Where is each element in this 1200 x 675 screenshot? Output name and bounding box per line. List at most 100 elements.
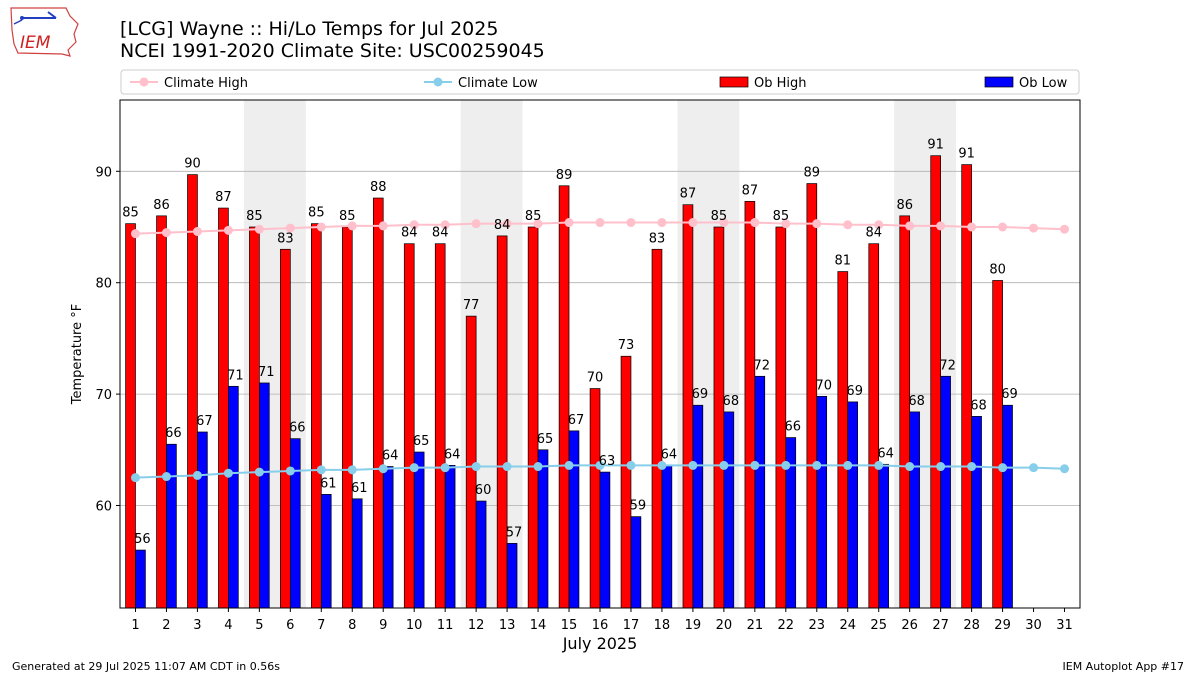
ob-high-label: 86 (896, 198, 913, 213)
climate-high-point (626, 218, 636, 228)
ob-high-bar (837, 271, 849, 609)
climate-high-point (378, 221, 388, 231)
climate-high-point (595, 218, 605, 228)
climate-high-point (998, 222, 1008, 232)
ob-high-label: 83 (649, 231, 666, 246)
legend-box (120, 69, 1080, 95)
climate-low-point (378, 464, 388, 474)
x-tick-label: 11 (437, 618, 454, 633)
x-tick-label: 1 (131, 618, 139, 633)
ob-high-label: 85 (773, 209, 790, 224)
ob-low-label: 67 (196, 414, 213, 429)
ob-low-label: 64 (661, 447, 678, 462)
x-tick-label: 20 (716, 618, 733, 633)
ob-low-bar (1002, 404, 1013, 609)
ob-high-bar (465, 315, 477, 609)
climate-low-point (347, 465, 357, 475)
climate-low-point (285, 466, 295, 476)
ob-low-bar (197, 431, 208, 609)
ob-high-bar (125, 223, 136, 609)
climate-high-point (967, 222, 977, 232)
ob-low-label: 64 (382, 449, 399, 464)
climate-high-point (750, 218, 760, 228)
ob-high-label: 86 (153, 198, 170, 213)
climate-high-point (533, 219, 543, 229)
ob-low-label: 61 (320, 476, 337, 491)
x-tick-label: 31 (1056, 618, 1073, 633)
climate-low-point (812, 460, 822, 470)
ob-low-bar (599, 471, 611, 609)
ob-low-bar (971, 416, 982, 609)
ob-high-bar (558, 185, 570, 609)
logo-text: IEM (20, 33, 51, 53)
x-tick-label: 23 (809, 618, 826, 633)
ob-high-label: 77 (463, 298, 480, 313)
ob-high-bar (589, 388, 601, 609)
ob-high-bar (899, 215, 911, 609)
legend-label: Ob Low (1019, 76, 1068, 91)
x-tick-label: 13 (499, 618, 516, 633)
x-tick-label: 2 (162, 618, 170, 633)
ob-low-bar (506, 543, 518, 609)
x-tick-label: 4 (224, 618, 232, 633)
ob-low-bar (909, 411, 920, 609)
ob-low-bar (847, 401, 859, 609)
climate-low-point (750, 460, 760, 470)
x-tick-label: 15 (561, 618, 578, 633)
climate-low-point (533, 462, 543, 472)
legend-label: Ob High (754, 76, 807, 91)
ob-low-bar (259, 382, 270, 609)
ob-low-bar (878, 463, 889, 609)
ob-high-label: 84 (865, 226, 882, 241)
ob-high-label: 89 (804, 166, 821, 181)
ob-low-label: 67 (568, 413, 585, 428)
ob-low-label: 72 (754, 358, 771, 373)
climate-low-point (316, 465, 326, 475)
x-tick-label: 12 (468, 618, 485, 633)
ob-low-bar (754, 375, 766, 609)
climate-high-point (874, 220, 884, 230)
x-tick-label: 14 (530, 618, 547, 633)
ob-high-bar (496, 235, 508, 609)
x-tick-label: 16 (592, 618, 609, 633)
ob-high-label: 85 (711, 209, 728, 224)
ob-high-bar (218, 207, 229, 609)
ob-low-label: 68 (970, 398, 987, 413)
ob-low-bar (166, 443, 177, 609)
ob-high-label: 91 (927, 138, 944, 153)
x-tick-label: 25 (870, 618, 887, 633)
ob-low-bar (692, 404, 704, 609)
ob-low-label: 68 (723, 394, 740, 409)
x-tick-label: 26 (901, 618, 918, 633)
ob-high-bar (311, 223, 322, 609)
chart-subtitle: NCEI 1991-2020 Climate Site: USC00259045 (120, 40, 545, 62)
ob-high-bar (992, 280, 1003, 609)
x-tick-label: 9 (379, 618, 387, 633)
climate-low-point (967, 462, 977, 472)
climate-low-point (440, 463, 450, 473)
climate-low-point (409, 463, 419, 473)
ob-high-label: 85 (308, 206, 325, 221)
ob-low-label: 64 (877, 446, 894, 461)
x-tick-label: 27 (932, 618, 949, 633)
climate-high-point (843, 220, 853, 230)
x-axis-label: July 2025 (562, 634, 638, 653)
chart-title: [LCG] Wayne :: Hi/Lo Temps for Jul 2025 (120, 18, 499, 40)
ob-low-label: 70 (815, 378, 832, 393)
x-tick-label: 3 (193, 618, 201, 633)
climate-low-point (254, 467, 264, 477)
climate-high-point (905, 221, 915, 231)
climate-low-point (781, 460, 791, 470)
ob-high-bar (156, 215, 167, 609)
ob-high-label: 87 (215, 190, 232, 205)
ob-high-label: 80 (989, 262, 1006, 277)
climate-high-point (657, 218, 667, 228)
ob-low-label: 66 (784, 420, 801, 435)
ob-low-label: 71 (227, 368, 244, 383)
ob-high-label: 85 (339, 209, 356, 224)
app-credit: IEM Autoplot App #17 (1062, 660, 1185, 673)
legend-swatch-marker (433, 77, 443, 87)
ob-low-bar (444, 465, 456, 609)
ob-low-bar (940, 375, 951, 609)
